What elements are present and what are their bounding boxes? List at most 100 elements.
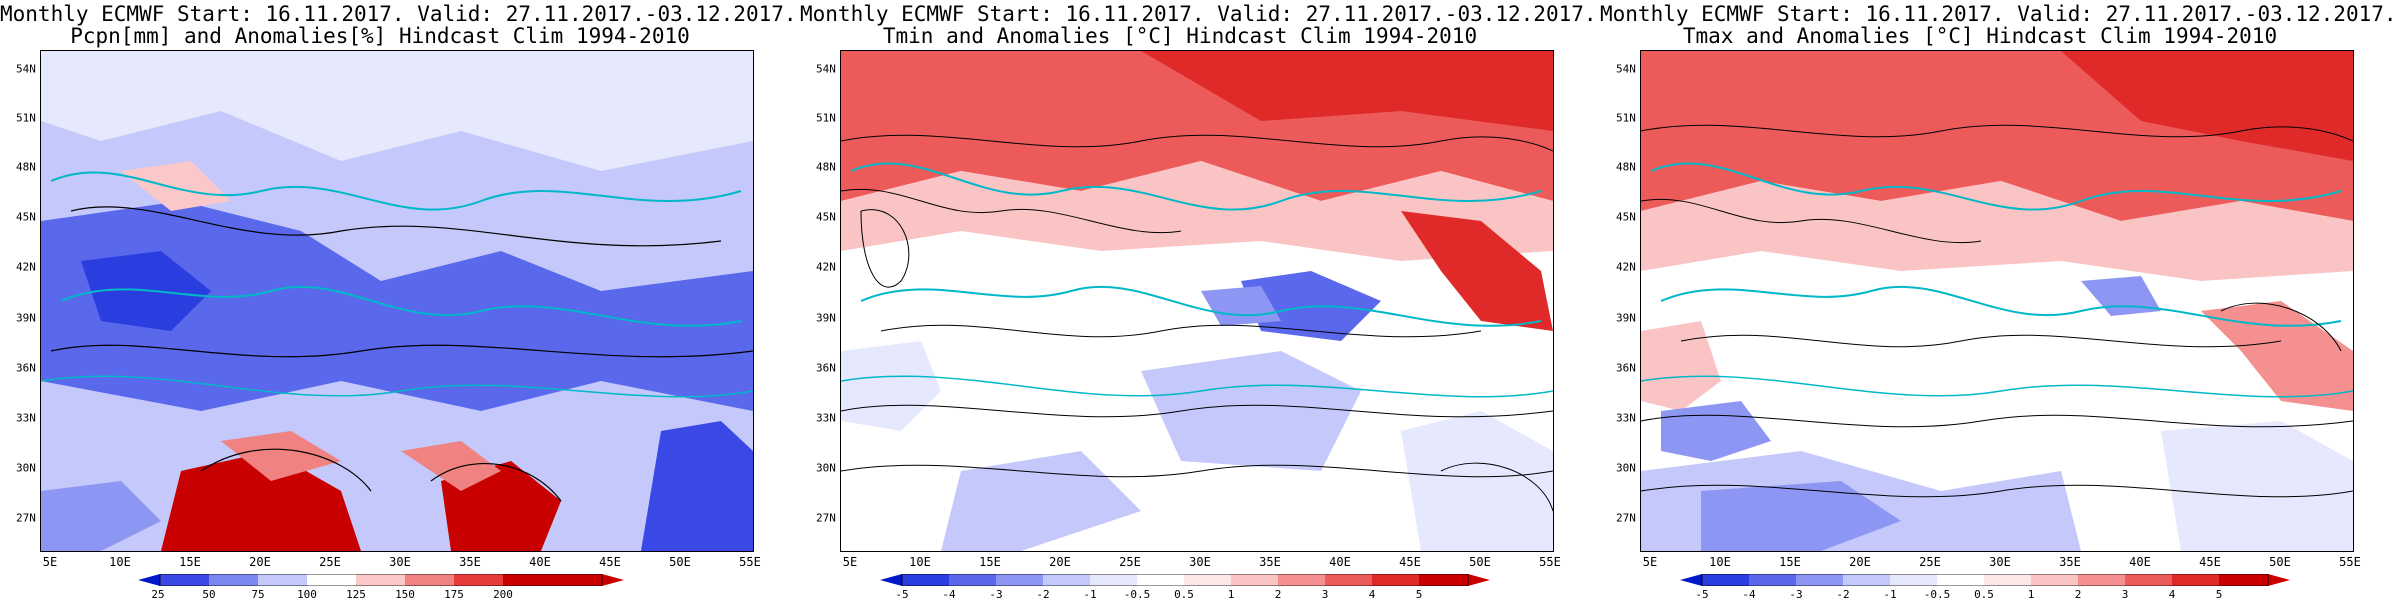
- colorbar-tick-label: -1: [1883, 588, 1897, 601]
- colorbar-tick-label: -5: [895, 588, 909, 601]
- lon-label: 10E: [909, 555, 931, 569]
- colorbar-tick-label: -1: [1083, 588, 1097, 601]
- colorbar-tick-label: -4: [942, 588, 956, 601]
- colorbar-tick-label: 0.5: [1974, 588, 1994, 601]
- colorbar-tick-label: 150: [395, 588, 415, 601]
- lon-label: 20E: [1049, 555, 1071, 569]
- lon-label: 25E: [319, 555, 341, 569]
- lat-label: 51N: [16, 111, 36, 125]
- tmax-panel: Monthly ECMWF Start: 16.11.2017. Valid: …: [1600, 0, 2397, 601]
- lat-label: 45N: [1616, 210, 1636, 224]
- colorbar-tick-label: -0.5: [1123, 588, 1151, 601]
- colorbar-tick-label: 4: [1368, 588, 1376, 601]
- lon-label: 5E: [842, 555, 858, 569]
- colorbar-tick-label: -2: [1036, 588, 1050, 601]
- colorbar-tick-label: 50: [202, 588, 216, 601]
- colorbar-tick-label: 5: [1415, 588, 1423, 601]
- lon-label: 55E: [739, 555, 761, 569]
- lat-label: 42N: [1616, 260, 1636, 274]
- colorbar-tick-label: 75: [251, 588, 265, 601]
- colorbar-tick-label: -4: [1742, 588, 1756, 601]
- colorbar-tick-label: 1: [2027, 588, 2035, 601]
- lon-label: 5E: [1642, 555, 1658, 569]
- colorbar-tick-label: 3: [1321, 588, 1329, 601]
- tmin-map: [840, 50, 1554, 552]
- lon-label: 35E: [459, 555, 481, 569]
- lon-label: 10E: [109, 555, 131, 569]
- lon-label: 40E: [529, 555, 551, 569]
- lat-label: 27N: [816, 511, 836, 525]
- lat-label: 36N: [16, 361, 36, 375]
- colorbar-tick-label: -3: [1789, 588, 1803, 601]
- lat-label: 48N: [16, 160, 36, 174]
- lon-label: 15E: [1779, 555, 1801, 569]
- lon-label: 25E: [1119, 555, 1141, 569]
- tmin-colorbar: [880, 574, 1490, 586]
- lon-label: 50E: [669, 555, 691, 569]
- lat-label: 51N: [1616, 111, 1636, 125]
- lon-label: 55E: [1539, 555, 1561, 569]
- lat-label: 48N: [816, 160, 836, 174]
- colorbar-tick-label: 125: [346, 588, 366, 601]
- lon-label: 10E: [1709, 555, 1731, 569]
- colorbar-tick-label: 100: [297, 588, 317, 601]
- lat-label: 33N: [1616, 411, 1636, 425]
- tmax-map: [1640, 50, 2354, 552]
- panel-title-line1: Monthly ECMWF Start: 16.11.2017. Valid: …: [0, 2, 797, 26]
- lat-label: 33N: [816, 411, 836, 425]
- lat-label: 27N: [1616, 511, 1636, 525]
- colorbar-tick-label: 2: [2074, 588, 2082, 601]
- lon-label: 35E: [2059, 555, 2081, 569]
- precipitation-colorbar: [138, 574, 624, 586]
- colorbar-tick-label: -0.5: [1923, 588, 1951, 601]
- lat-label: 33N: [16, 411, 36, 425]
- lon-label: 15E: [179, 555, 201, 569]
- lat-label: 30N: [16, 461, 36, 475]
- lat-label: 39N: [1616, 311, 1636, 325]
- lat-label: 39N: [16, 311, 36, 325]
- lon-label: 30E: [1989, 555, 2011, 569]
- colorbar-tick-label: 1: [1227, 588, 1235, 601]
- colorbar-tick-label: 2: [1274, 588, 1282, 601]
- lat-label: 45N: [816, 210, 836, 224]
- colorbar-tick-label: 200: [493, 588, 513, 601]
- panel-title-line2: Pcpn[mm] and Anomalies[%] Hindcast Clim …: [70, 24, 690, 48]
- panel-title-line1: Monthly ECMWF Start: 16.11.2017. Valid: …: [1600, 2, 2397, 26]
- panel-title-line1: Monthly ECMWF Start: 16.11.2017. Valid: …: [800, 2, 1597, 26]
- lon-label: 30E: [1189, 555, 1211, 569]
- lat-label: 39N: [816, 311, 836, 325]
- lat-label: 36N: [1616, 361, 1636, 375]
- lon-label: 20E: [1849, 555, 1871, 569]
- colorbar-tick-label: 25: [151, 588, 165, 601]
- colorbar-tick-label: 0.5: [1174, 588, 1194, 601]
- lat-label: 30N: [1616, 461, 1636, 475]
- lon-label: 50E: [2269, 555, 2291, 569]
- lon-label: 40E: [2129, 555, 2151, 569]
- lon-label: 45E: [1399, 555, 1421, 569]
- lon-label: 15E: [979, 555, 1001, 569]
- lon-label: 50E: [1469, 555, 1491, 569]
- colorbar-tick-label: -3: [989, 588, 1003, 601]
- precipitation-panel: Monthly ECMWF Start: 16.11.2017. Valid: …: [0, 0, 797, 601]
- colorbar-tick-label: 175: [444, 588, 464, 601]
- colorbar-tick-label: 3: [2121, 588, 2129, 601]
- lat-label: 42N: [16, 260, 36, 274]
- lat-label: 54N: [16, 62, 36, 76]
- tmin-panel: Monthly ECMWF Start: 16.11.2017. Valid: …: [800, 0, 1597, 601]
- lon-label: 20E: [249, 555, 271, 569]
- lon-label: 5E: [42, 555, 58, 569]
- colorbar-tick-label: -5: [1695, 588, 1709, 601]
- lon-label: 55E: [2339, 555, 2361, 569]
- lon-label: 45E: [2199, 555, 2221, 569]
- lat-label: 30N: [816, 461, 836, 475]
- colorbar-tick-label: 4: [2168, 588, 2176, 601]
- lat-label: 48N: [1616, 160, 1636, 174]
- tmax-colorbar: [1680, 574, 2290, 586]
- lon-label: 35E: [1259, 555, 1281, 569]
- colorbar-tick-label: 5: [2215, 588, 2223, 601]
- lon-label: 25E: [1919, 555, 1941, 569]
- precipitation-map: [40, 50, 754, 552]
- lon-label: 40E: [1329, 555, 1351, 569]
- panel-title-line2: Tmin and Anomalies [°C] Hindcast Clim 19…: [882, 24, 1478, 48]
- lat-label: 51N: [816, 111, 836, 125]
